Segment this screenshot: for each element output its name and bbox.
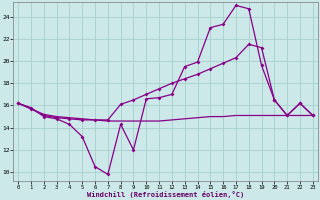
- X-axis label: Windchill (Refroidissement éolien,°C): Windchill (Refroidissement éolien,°C): [87, 191, 244, 198]
